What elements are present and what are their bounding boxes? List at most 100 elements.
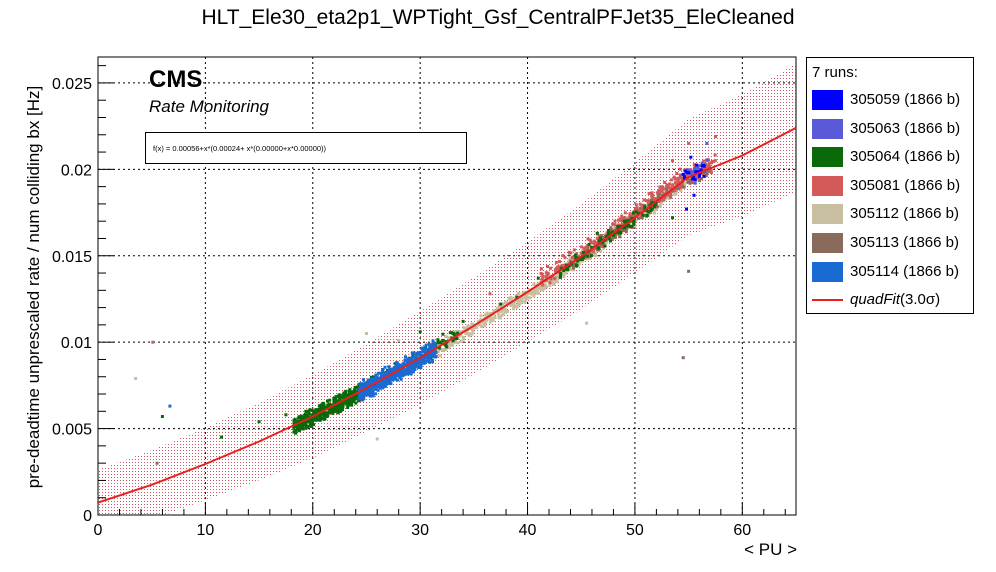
data-point [381, 368, 384, 371]
data-point [512, 304, 516, 307]
data-point [573, 253, 577, 257]
x-tick-label: 10 [196, 522, 214, 539]
y-tick-label: 0 [83, 508, 92, 525]
data-point [348, 398, 352, 402]
data-point [296, 424, 300, 428]
data-point [366, 381, 370, 385]
data-point [642, 198, 646, 202]
data-point [369, 387, 373, 391]
data-point [354, 401, 358, 405]
data-point [691, 170, 694, 174]
data-point [421, 346, 424, 350]
data-point [344, 396, 348, 400]
outlier-point [585, 321, 589, 325]
data-point [703, 170, 707, 174]
data-point [410, 366, 414, 370]
data-point [501, 302, 505, 306]
data-point [361, 398, 365, 402]
data-point [673, 181, 677, 185]
data-point [643, 205, 647, 209]
data-point [632, 219, 636, 223]
data-point [637, 216, 641, 220]
data-point [433, 351, 437, 355]
data-point [515, 305, 519, 309]
data-point [302, 422, 306, 426]
data-point [328, 398, 332, 402]
data-point [653, 198, 657, 202]
data-point [710, 159, 714, 163]
data-point [466, 324, 470, 328]
data-point [378, 383, 382, 387]
data-point [653, 205, 656, 209]
data-point [686, 168, 690, 172]
data-point [505, 301, 508, 305]
data-point [567, 264, 571, 268]
data-point [485, 311, 489, 315]
data-point [301, 425, 304, 429]
data-point [362, 378, 365, 382]
data-point [357, 399, 361, 403]
data-point [362, 383, 366, 387]
data-point [697, 164, 701, 168]
data-point [625, 227, 629, 231]
data-point [699, 177, 703, 180]
data-point [307, 409, 311, 413]
outlier-point [693, 181, 697, 185]
data-point [559, 273, 563, 277]
data-point [364, 391, 368, 395]
scatter-points [134, 135, 717, 465]
data-point [293, 421, 297, 425]
data-point [419, 354, 423, 358]
data-point [369, 389, 373, 393]
x-tick-label: 0 [94, 522, 103, 539]
data-point [310, 408, 314, 412]
data-point [389, 376, 392, 380]
data-point [559, 266, 563, 270]
data-point [589, 240, 593, 244]
data-point [339, 404, 343, 408]
data-point [610, 230, 614, 234]
data-point [553, 280, 556, 284]
data-point [704, 162, 707, 166]
data-point [337, 394, 340, 398]
data-point [354, 396, 358, 400]
data-point [344, 390, 347, 394]
data-point [612, 234, 615, 238]
data-point [342, 394, 346, 398]
data-point [359, 391, 363, 395]
data-point [350, 403, 354, 407]
data-point [657, 190, 661, 194]
data-point [705, 172, 709, 175]
outlier-point [375, 437, 379, 441]
data-point [335, 409, 339, 413]
data-point [594, 254, 598, 258]
legend-label: 305114 (1866 b) [850, 262, 959, 280]
outlier-point [160, 415, 164, 418]
data-point [375, 378, 379, 382]
data-point [516, 301, 520, 305]
data-point [360, 393, 364, 396]
data-point [299, 414, 303, 418]
data-point [668, 182, 672, 186]
data-point [428, 354, 431, 358]
data-point [418, 362, 422, 366]
legend-label: 305063 (1866 b) [850, 119, 961, 137]
data-point [353, 388, 356, 392]
outlier-point [714, 135, 717, 138]
data-point [617, 226, 621, 230]
data-point [588, 238, 592, 242]
data-point [347, 400, 351, 404]
data-point [404, 355, 407, 359]
data-point [549, 277, 553, 281]
data-point [597, 234, 601, 238]
data-point [388, 382, 392, 386]
data-point [691, 181, 695, 185]
data-point [657, 196, 661, 199]
data-point [553, 277, 557, 281]
data-point [380, 383, 384, 387]
data-point [694, 174, 698, 178]
data-point [431, 354, 435, 358]
data-point [568, 256, 572, 260]
data-point [454, 338, 457, 342]
data-point [413, 365, 417, 369]
